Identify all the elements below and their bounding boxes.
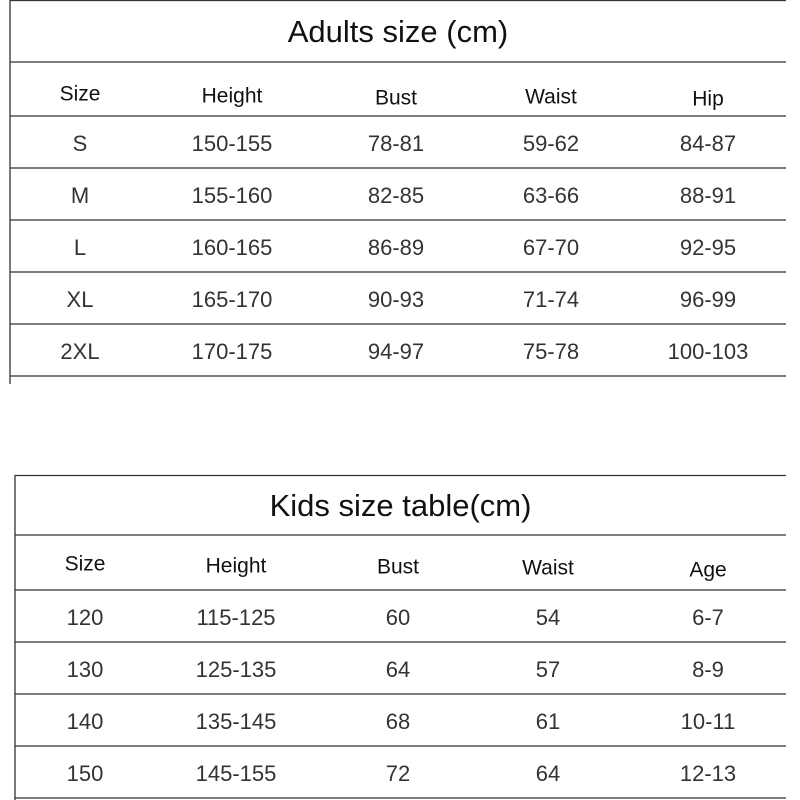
- cell: 140: [67, 709, 104, 734]
- cell: 63-66: [523, 183, 579, 208]
- cell: 88-91: [680, 183, 736, 208]
- cell: 90-93: [368, 287, 424, 312]
- cell: 10-11: [681, 709, 736, 734]
- column-header: Height: [202, 85, 263, 108]
- cell: 12-13: [680, 761, 736, 786]
- cell: M: [71, 183, 89, 208]
- cell: 115-125: [196, 605, 275, 630]
- cell: 150-155: [192, 131, 273, 156]
- cell: 71-74: [523, 287, 579, 312]
- column-header: Size: [60, 83, 101, 106]
- cell: 94-97: [368, 339, 424, 364]
- cell: 100-103: [668, 339, 749, 364]
- cell: 125-135: [196, 657, 277, 682]
- cell: 60: [386, 605, 410, 630]
- column-header: Size: [65, 553, 106, 576]
- cell: 54: [536, 605, 560, 630]
- cell: 92-95: [680, 235, 736, 260]
- column-header: Waist: [522, 557, 574, 580]
- cell: 64: [536, 761, 560, 786]
- cell: 84-87: [680, 131, 736, 156]
- cell: 165-170: [192, 287, 273, 312]
- cell: XL: [67, 287, 94, 312]
- cell: 160-165: [192, 235, 273, 260]
- cell: L: [74, 235, 86, 260]
- cell: 6-7: [692, 605, 724, 630]
- cell: 8-9: [692, 657, 724, 682]
- cell: 59-62: [523, 131, 579, 156]
- cell: 64: [386, 657, 410, 682]
- cell: 68: [386, 709, 410, 734]
- table-title: Adults size (cm): [288, 14, 508, 49]
- column-header: Age: [689, 559, 726, 582]
- column-header: Bust: [375, 87, 417, 110]
- cell: 96-99: [680, 287, 736, 312]
- table-title: Kids size table(cm): [270, 488, 532, 523]
- cell: 120: [67, 605, 104, 630]
- column-header: Hip: [692, 88, 724, 111]
- cell: 86-89: [368, 235, 424, 260]
- cell: 78-81: [368, 131, 424, 156]
- cell: 150: [67, 761, 104, 786]
- cell: 82-85: [368, 183, 424, 208]
- cell: 130: [67, 657, 104, 682]
- cell: 75-78: [523, 339, 579, 364]
- cell: 135-145: [196, 709, 277, 734]
- column-header: Height: [206, 555, 267, 578]
- cell: 57: [536, 657, 560, 682]
- column-header: Waist: [525, 86, 577, 109]
- cell: 67-70: [523, 235, 579, 260]
- cell: 72: [386, 761, 410, 786]
- cell: 61: [536, 709, 560, 734]
- cell: 145-155: [196, 761, 277, 786]
- cell: 170-175: [192, 339, 273, 364]
- column-header: Bust: [377, 556, 419, 579]
- cell: 155-160: [192, 183, 273, 208]
- cell: 2XL: [60, 339, 99, 364]
- cell: S: [73, 131, 88, 156]
